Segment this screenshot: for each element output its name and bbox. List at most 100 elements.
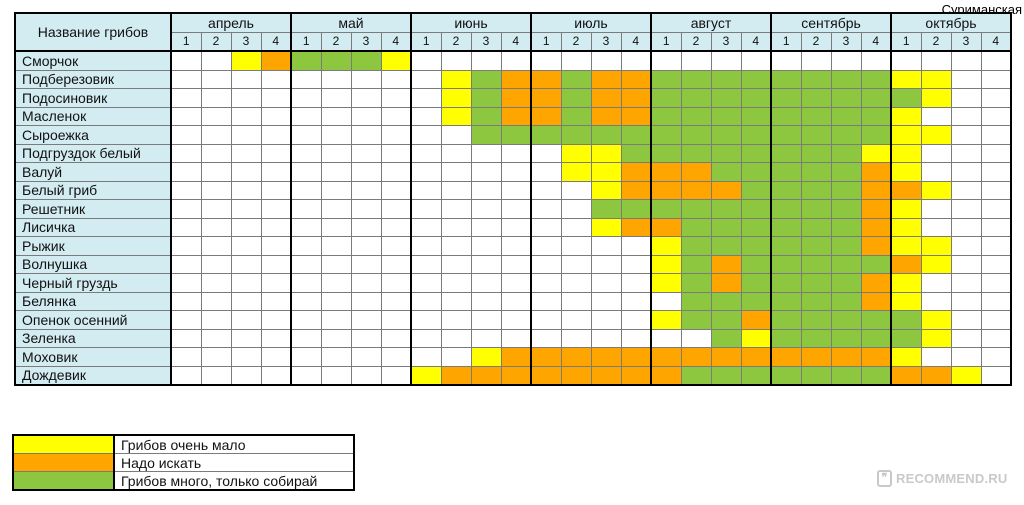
mushroom-row: Сыроежка: [14, 125, 1012, 145]
season-cell: [890, 106, 922, 126]
season-cell: [470, 254, 502, 274]
season-cell: [350, 310, 382, 330]
season-cell: [680, 143, 712, 163]
season-cell: [560, 347, 592, 367]
season-cell: [890, 50, 922, 71]
season-cell: [740, 199, 772, 219]
season-cell: [500, 88, 532, 108]
season-cell: [320, 199, 352, 219]
season-cell: [560, 125, 592, 145]
season-cell: [380, 273, 412, 293]
season-cell: [770, 50, 802, 71]
week-header: 3: [350, 31, 382, 52]
season-cell: [800, 162, 832, 182]
season-cell: [290, 328, 322, 348]
season-cell: [590, 328, 622, 348]
season-cell: [800, 69, 832, 89]
season-cell: [320, 162, 352, 182]
season-cell: [560, 291, 592, 311]
season-cell: [650, 125, 682, 145]
mushroom-row: Подгруздок белый: [14, 143, 1012, 163]
season-cell: [680, 217, 712, 237]
season-cell: [290, 254, 322, 274]
season-cell: [530, 199, 562, 219]
season-cell: [470, 310, 502, 330]
season-cell: [380, 199, 412, 219]
season-cell: [170, 180, 202, 200]
season-cell: [530, 254, 562, 274]
season-cell: [230, 50, 262, 71]
season-cell: [350, 328, 382, 348]
season-cell: [320, 365, 352, 386]
season-cell: [950, 88, 982, 108]
season-cell: [500, 273, 532, 293]
season-cell: [950, 143, 982, 163]
season-cell: [650, 291, 682, 311]
season-cell: [260, 162, 292, 182]
week-header: 3: [590, 31, 622, 52]
season-cell: [770, 291, 802, 311]
season-cell: [350, 180, 382, 200]
week-header: 4: [380, 31, 412, 52]
week-header: 4: [740, 31, 772, 52]
season-cell: [590, 50, 622, 71]
season-cell: [380, 347, 412, 367]
season-cell: [410, 125, 442, 145]
season-cell: [440, 106, 472, 126]
season-cell: [410, 236, 442, 256]
season-cell: [650, 273, 682, 293]
season-cell: [830, 106, 862, 126]
season-cell: [860, 199, 892, 219]
season-cell: [950, 310, 982, 330]
season-cell: [500, 254, 532, 274]
season-cell: [680, 291, 712, 311]
season-cell: [530, 273, 562, 293]
season-cell: [470, 143, 502, 163]
season-cell: [260, 273, 292, 293]
mushroom-row: Моховик: [14, 347, 1012, 367]
season-cell: [350, 106, 382, 126]
season-cell: [680, 273, 712, 293]
season-cell: [290, 273, 322, 293]
season-cell: [860, 273, 892, 293]
season-cell: [680, 180, 712, 200]
season-cell: [650, 217, 682, 237]
season-cell: [620, 199, 652, 219]
season-cell: [290, 199, 322, 219]
season-cell: [230, 310, 262, 330]
season-cell: [590, 88, 622, 108]
mushroom-row: Валуй: [14, 162, 1012, 182]
season-cell: [470, 50, 502, 71]
season-cell: [200, 162, 232, 182]
calendar-body: Сморчок Подберезовик Подосиновик Масленок Сы…: [14, 50, 1012, 386]
season-cell: [920, 310, 952, 330]
season-cell: [530, 143, 562, 163]
mushroom-row: Масленок: [14, 106, 1012, 126]
season-cell: [740, 273, 772, 293]
season-cell: [350, 291, 382, 311]
season-cell: [440, 365, 472, 386]
season-cell: [650, 236, 682, 256]
week-header: 1: [530, 31, 562, 52]
legend-item: Надо искать: [12, 453, 355, 472]
season-cell: [500, 291, 532, 311]
season-cell: [860, 328, 892, 348]
season-cell: [350, 162, 382, 182]
legend-swatch: [12, 434, 115, 454]
season-cell: [830, 143, 862, 163]
season-cell: [800, 106, 832, 126]
season-cell: [470, 328, 502, 348]
season-cell: [920, 143, 952, 163]
season-cell: [800, 365, 832, 386]
season-cell: [380, 291, 412, 311]
season-cell: [770, 199, 802, 219]
season-cell: [440, 273, 472, 293]
season-cell: [890, 162, 922, 182]
season-cell: [830, 310, 862, 330]
season-cell: [980, 199, 1012, 219]
season-cell: [800, 125, 832, 145]
mushroom-row: Дождевик: [14, 365, 1012, 386]
season-cell: [380, 143, 412, 163]
season-cell: [830, 347, 862, 367]
season-cell: [530, 180, 562, 200]
